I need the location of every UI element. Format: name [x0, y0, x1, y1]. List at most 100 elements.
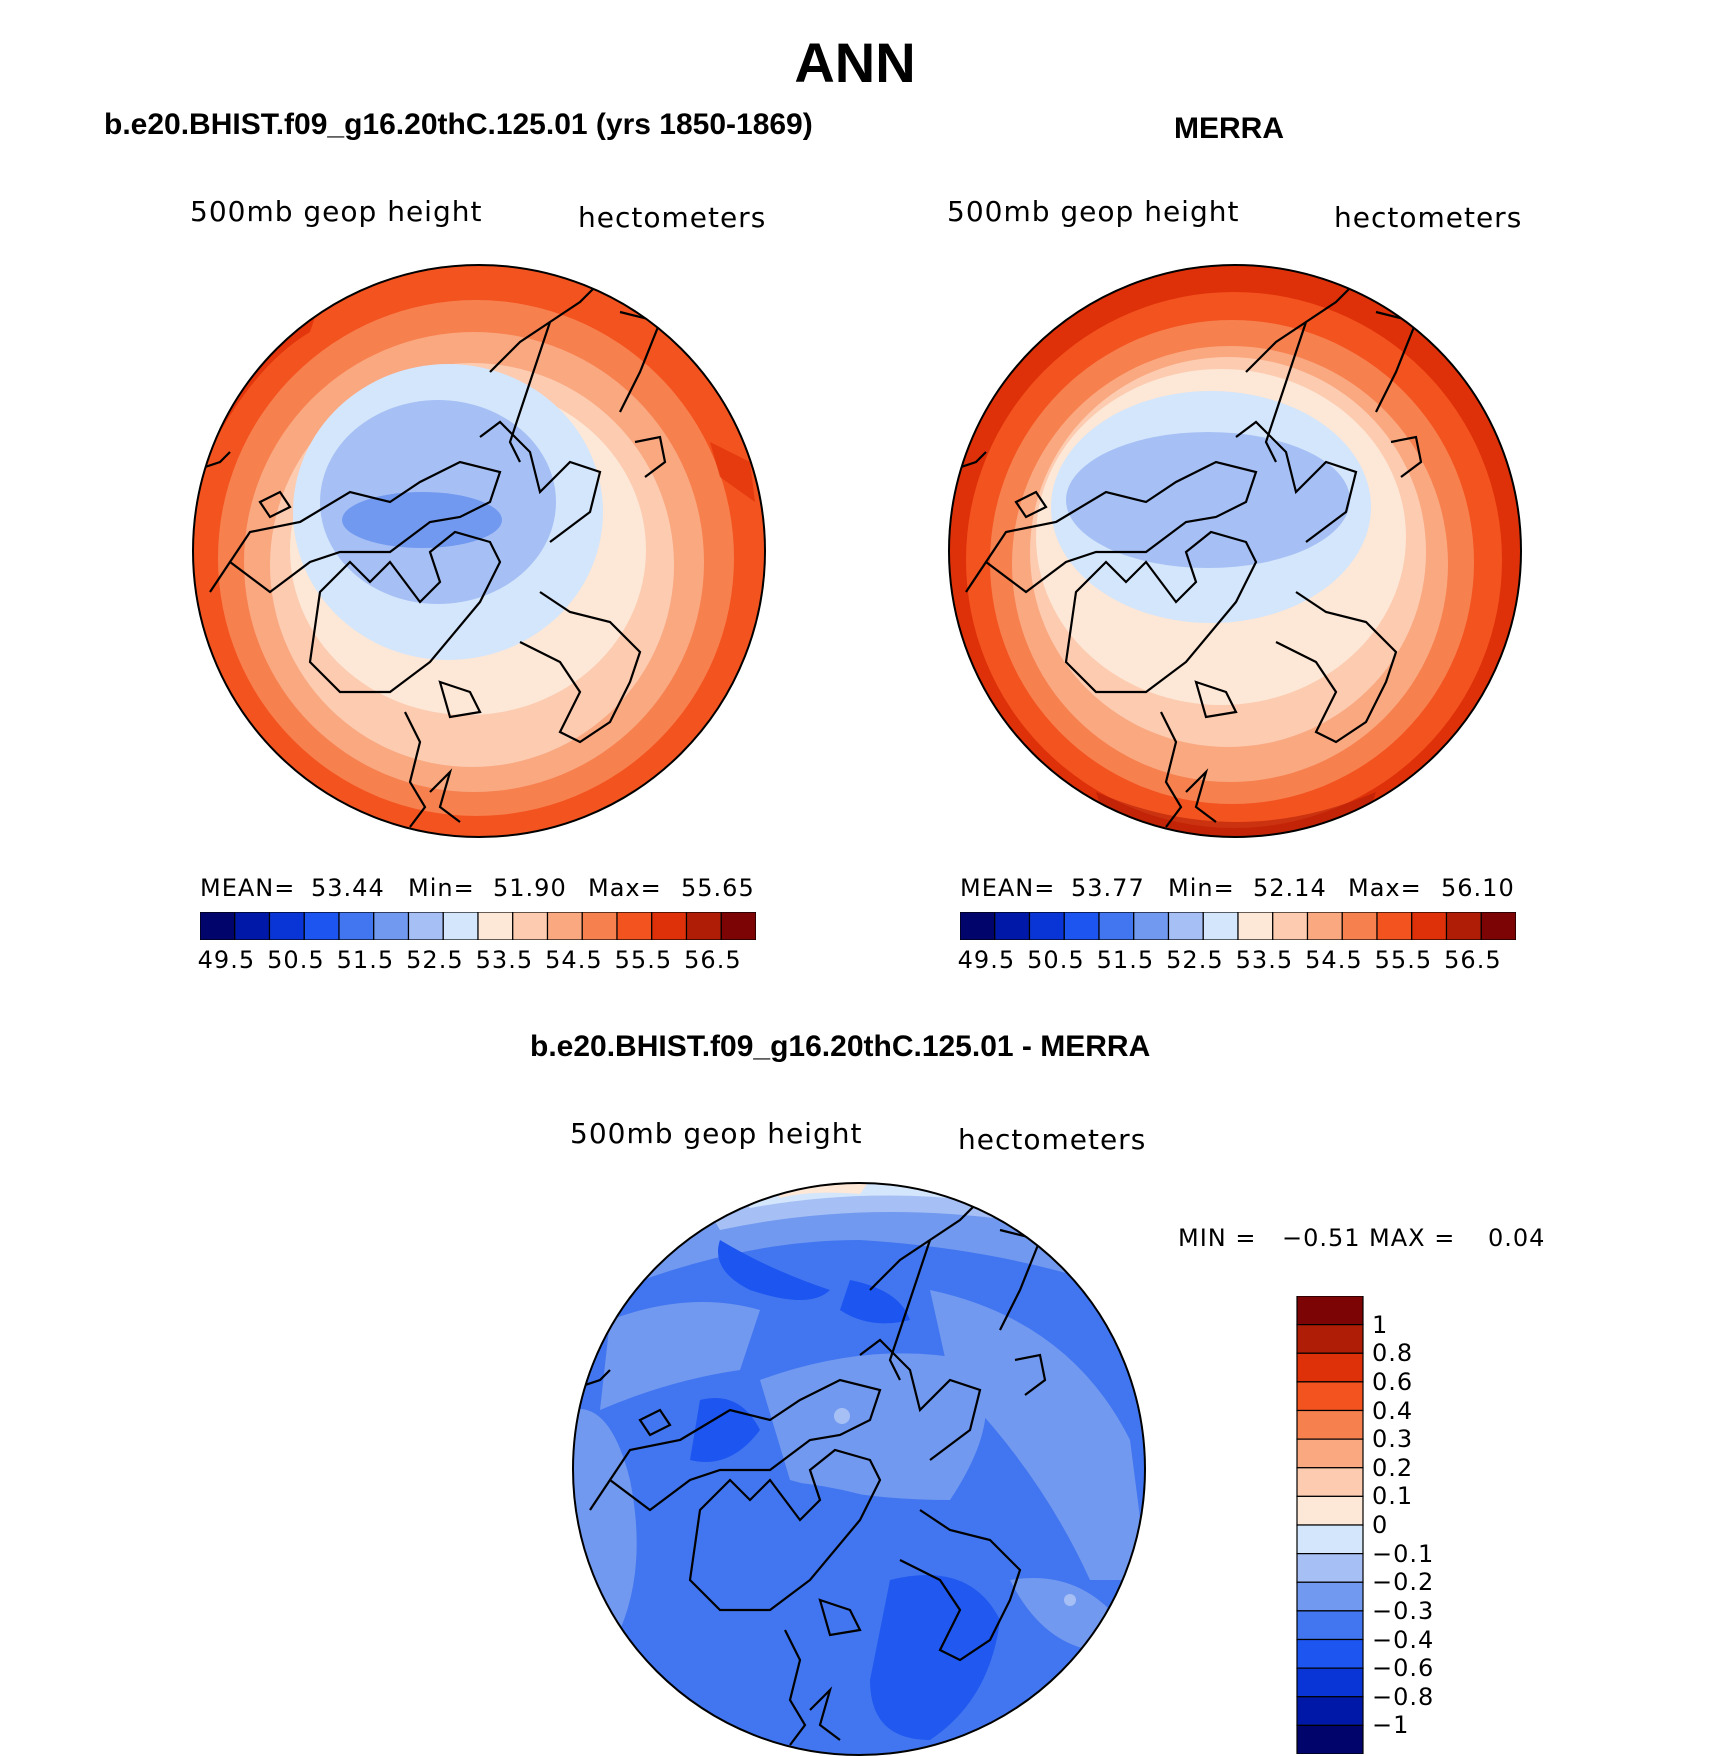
model-units-label: hectometers — [578, 201, 767, 234]
diff-colorbar-box — [1296, 1524, 1364, 1555]
model-colorbar-tick-label: 53.5 — [475, 946, 534, 974]
diff-colorbar-box — [1296, 1610, 1364, 1641]
diff-min-label: MIN = — [1178, 1224, 1257, 1252]
model-colorbar-box — [268, 912, 305, 940]
model-colorbar-box — [234, 912, 271, 940]
obs-panel-title: MERRA — [1174, 112, 1284, 145]
diff-colorbar-tick-label: −0.2 — [1372, 1568, 1435, 1597]
model-colorbar-tick-label: 51.5 — [336, 946, 395, 974]
obs-colorbar-box — [1133, 912, 1170, 940]
model-colorbar-box — [720, 912, 756, 940]
diff-colorbar-tick-label: 0.3 — [1372, 1425, 1414, 1454]
model-colorbar-box — [200, 912, 236, 940]
model-colorbar-box — [477, 912, 514, 940]
diff-colorbar-tick-label: 0.2 — [1372, 1453, 1414, 1482]
model-colorbar-tick-label: 50.5 — [267, 946, 325, 974]
model-max-label: Max= — [588, 874, 662, 902]
model-colorbar-box — [373, 912, 410, 940]
diff-colorbar-tick-label: 0.6 — [1372, 1367, 1414, 1396]
diff-colorbar-box — [1296, 1324, 1364, 1354]
model-colorbar-box — [651, 912, 688, 940]
obs-colorbar-box — [1376, 912, 1413, 940]
obs-colorbar-tick-label: 53.5 — [1235, 946, 1294, 974]
model-min-label: Min= — [408, 874, 475, 902]
obs-colorbar-box — [994, 912, 1031, 940]
diff-variable-label: 500mb geop height — [570, 1117, 863, 1150]
model-min-value: 51.90 — [493, 874, 567, 902]
model-colorbar-box — [685, 912, 722, 940]
model-colorbar-box — [442, 912, 479, 940]
diff-colorbar-box — [1296, 1467, 1364, 1497]
obs-colorbar-box — [1237, 912, 1274, 940]
model-colorbar-tick-label: 56.5 — [684, 946, 742, 974]
diff-colorbar-box — [1296, 1724, 1364, 1754]
obs-min-label: Min= — [1168, 874, 1235, 902]
diff-colorbar-tick-label: −0.8 — [1372, 1682, 1435, 1711]
diff-panel-title: b.e20.BHIST.f09_g16.20thC.125.01 - MERRA — [530, 1030, 1151, 1063]
model-colorbar-box — [303, 912, 340, 940]
model-colorbar-box — [616, 912, 653, 940]
model-panel-title: b.e20.BHIST.f09_g16.20thC.125.01 (yrs 18… — [104, 108, 813, 141]
diff-colorbar-box — [1296, 1667, 1364, 1698]
model-colorbar — [200, 912, 756, 940]
model-variable-label: 500mb geop height — [190, 195, 483, 228]
obs-colorbar-box — [1028, 912, 1065, 940]
obs-units-label: hectometers — [1334, 201, 1523, 234]
obs-max-label: Max= — [1348, 874, 1422, 902]
figure-title: ANN — [794, 31, 916, 94]
diff-colorbar-box — [1296, 1696, 1364, 1726]
model-colorbar-box — [338, 912, 375, 940]
diff-colorbar-box — [1296, 1553, 1364, 1583]
obs-variable-label: 500mb geop height — [947, 195, 1240, 228]
model-colorbar-box — [407, 912, 444, 940]
model-mean-label: MEAN= — [200, 874, 296, 902]
obs-mean-label: MEAN= — [960, 874, 1056, 902]
obs-mean-value: 53.77 — [1071, 874, 1145, 902]
model-polar-map — [192, 264, 766, 838]
diff-colorbar-box — [1296, 1381, 1364, 1412]
obs-colorbar-tick-label: 54.5 — [1305, 946, 1363, 974]
model-max-value: 55.65 — [681, 874, 755, 902]
diff-colorbar-tick-label: 1 — [1372, 1310, 1389, 1339]
obs-colorbar-box — [1306, 912, 1343, 940]
diff-colorbar-tick-label: 0.1 — [1372, 1482, 1414, 1511]
obs-colorbar-box — [1098, 912, 1135, 940]
diff-max-label: MAX = — [1369, 1224, 1456, 1252]
diff-colorbar-tick-label: −0.3 — [1372, 1596, 1435, 1625]
diff-min-value: −0.51 — [1282, 1224, 1361, 1252]
obs-colorbar-tick-label: 49.5 — [957, 946, 1016, 974]
diff-colorbar-tick-label: 0.4 — [1372, 1396, 1414, 1425]
diff-colorbar-tick-label: −0.1 — [1372, 1539, 1435, 1568]
diff-colorbar-tick-label: 0.8 — [1372, 1339, 1414, 1368]
obs-min-value: 52.14 — [1253, 874, 1327, 902]
diff-colorbar-tick-label: −0.4 — [1372, 1625, 1435, 1654]
diff-colorbar-box — [1296, 1495, 1364, 1526]
obs-colorbar-box — [1445, 912, 1482, 940]
diff-colorbar-tick-label: −1 — [1372, 1711, 1410, 1740]
obs-colorbar-tick-label: 51.5 — [1096, 946, 1155, 974]
obs-colorbar-box — [1167, 912, 1204, 940]
diff-colorbar — [1296, 1296, 1364, 1754]
model-colorbar-tick-label: 49.5 — [197, 946, 256, 974]
diff-colorbar-box — [1296, 1352, 1364, 1383]
diff-colorbar-box — [1296, 1409, 1364, 1440]
obs-colorbar-box — [1411, 912, 1448, 940]
diff-colorbar-tick-label: 0 — [1372, 1511, 1389, 1539]
obs-polar-map — [948, 264, 1522, 838]
obs-colorbar-tick-label: 50.5 — [1027, 946, 1085, 974]
model-colorbar-box — [546, 912, 583, 940]
model-mean-value: 53.44 — [311, 874, 385, 902]
diff-polar-map — [572, 1182, 1146, 1756]
obs-colorbar — [960, 912, 1516, 940]
diff-colorbar-box — [1296, 1638, 1364, 1669]
model-colorbar-box — [512, 912, 549, 940]
model-colorbar-tick-label: 55.5 — [614, 946, 673, 974]
obs-colorbar-box — [1272, 912, 1309, 940]
model-colorbar-tick-label: 52.5 — [406, 946, 464, 974]
diff-colorbar-box — [1296, 1438, 1364, 1469]
obs-colorbar-box — [1063, 912, 1100, 940]
obs-colorbar-box — [1341, 912, 1378, 940]
diff-units-label: hectometers — [958, 1123, 1147, 1156]
diff-colorbar-box — [1296, 1581, 1364, 1612]
obs-colorbar-box — [1480, 912, 1516, 940]
